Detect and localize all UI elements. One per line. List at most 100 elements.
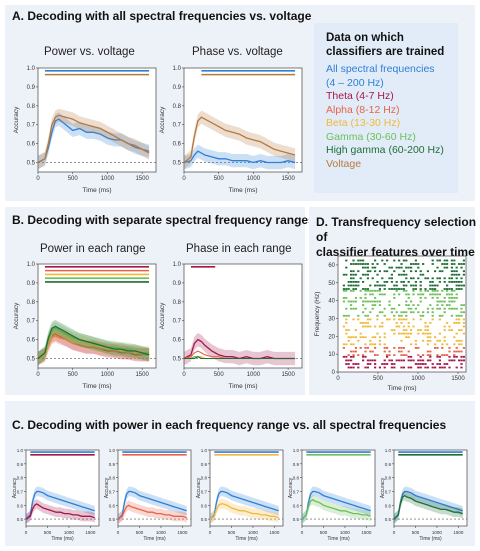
y-tick-label: 50 xyxy=(328,281,335,287)
feature-cell-high-gamma xyxy=(388,266,391,269)
feature-cell-high-gamma xyxy=(383,270,386,273)
feature-cell-gamma xyxy=(417,293,420,296)
x-tick-label: 500 xyxy=(373,376,384,382)
feature-cell-high-gamma xyxy=(381,277,384,280)
feature-cell-beta xyxy=(393,329,396,331)
feature-cell-alpha xyxy=(383,350,386,353)
feature-cell-gamma xyxy=(443,311,446,314)
feature-cell-high-gamma xyxy=(362,288,365,290)
feature-cell-gamma xyxy=(369,289,372,292)
feature-cell-gamma xyxy=(448,300,451,303)
y-tick-label: 0.7 xyxy=(27,319,36,325)
feature-cell-alpha xyxy=(455,350,458,353)
feature-cell-alpha xyxy=(455,347,458,349)
y-axis-label: Accuracy xyxy=(380,477,386,498)
y-axis-label: Accuracy xyxy=(196,477,202,498)
feature-cell-gamma xyxy=(371,293,374,296)
y-tick-label: 1.0 xyxy=(27,262,36,268)
plot-area xyxy=(183,263,303,369)
feature-cell-high-gamma xyxy=(350,284,353,287)
y-tick-label: 0.8 xyxy=(173,104,182,110)
y-tick-label: 0.7 xyxy=(173,123,182,129)
feature-cell-beta xyxy=(366,325,369,328)
feature-cell-beta xyxy=(410,329,413,331)
feature-cell-gamma xyxy=(438,307,441,310)
feature-cell-beta xyxy=(374,336,377,339)
feature-cell-theta xyxy=(366,366,369,369)
feature-cell-gamma xyxy=(446,293,449,296)
feature-cell-alpha xyxy=(414,347,417,349)
feature-cell-high-gamma xyxy=(455,281,458,283)
feature-cell-high-gamma xyxy=(443,259,446,262)
feature-cell-beta xyxy=(374,325,377,328)
feature-cell-theta xyxy=(460,366,463,369)
feature-cell-theta xyxy=(419,355,422,358)
feature-cell-alpha xyxy=(417,347,420,349)
feature-cell-alpha xyxy=(429,354,432,356)
feature-cell-gamma xyxy=(374,304,377,306)
feature-cell-gamma xyxy=(400,311,403,314)
feature-cell-high-gamma xyxy=(455,266,458,269)
feature-cell-alpha xyxy=(453,354,456,356)
feature-cell-gamma xyxy=(450,314,453,317)
y-tick-label: 0.7 xyxy=(173,319,182,325)
feature-cell-gamma xyxy=(378,311,381,314)
feature-cell-high-gamma xyxy=(390,281,393,283)
legend-item-voltage: Voltage xyxy=(326,157,362,170)
feature-cell-high-gamma xyxy=(453,273,456,276)
feature-cell-theta xyxy=(402,366,405,369)
feature-cell-theta xyxy=(354,363,357,365)
feature-cell-gamma xyxy=(383,293,386,296)
y-tick-label: 0.5 xyxy=(293,517,300,522)
feature-cell-beta xyxy=(419,329,422,331)
y-tick-label: 1.0 xyxy=(201,448,208,453)
feature-cell-theta xyxy=(426,359,429,362)
feature-cell-gamma xyxy=(450,289,453,292)
y-tick-label: 30 xyxy=(328,316,335,322)
panel-a-title: A. Decoding with all spectral frequencie… xyxy=(12,9,312,23)
feature-cell-gamma xyxy=(460,307,463,310)
x-axis-label: Time (ms) xyxy=(228,187,257,194)
chart-c-beta: 0 500 1000 1500 0.5 0.6 0.7 0.8 0.9 1.0 Time (ms) A… xyxy=(196,448,284,542)
feature-cell-high-gamma xyxy=(374,259,377,262)
y-axis-label: Accuracy xyxy=(159,106,166,133)
feature-cell-alpha xyxy=(376,354,379,356)
y-tick-label: 0.6 xyxy=(109,503,116,508)
feature-cell-high-gamma xyxy=(362,273,365,276)
feature-cell-gamma xyxy=(342,314,345,317)
feature-cell-high-gamma xyxy=(374,266,377,269)
feature-cell-high-gamma xyxy=(426,277,429,280)
plot-area xyxy=(209,449,284,527)
feature-cell-high-gamma xyxy=(434,284,437,287)
feature-cell-high-gamma xyxy=(362,281,365,283)
x-tick-label: 1000 xyxy=(101,372,115,378)
y-axis-label: Accuracy xyxy=(104,477,110,498)
feature-cell-high-gamma xyxy=(458,273,461,276)
feature-cell-gamma xyxy=(405,304,408,306)
feature-cell-high-gamma xyxy=(407,266,410,269)
feature-cell-high-gamma xyxy=(424,277,427,280)
y-axis-label: Accuracy xyxy=(288,477,294,498)
feature-cell-high-gamma xyxy=(402,281,405,283)
feature-cell-beta xyxy=(378,339,381,342)
feature-cell-theta xyxy=(438,363,441,365)
feature-cell-alpha xyxy=(422,354,425,356)
feature-cell-gamma xyxy=(364,307,367,310)
feature-cell-gamma xyxy=(398,293,401,296)
y-tick-label: 0.5 xyxy=(173,161,182,167)
y-tick-label: 0 xyxy=(332,370,336,376)
feature-cell-gamma xyxy=(374,289,377,292)
error-band-all-spectral-frequencies xyxy=(210,486,279,524)
feature-cell-beta xyxy=(424,325,427,328)
feature-cell-theta xyxy=(350,366,353,369)
feature-cell-theta xyxy=(417,359,420,362)
feature-cell-alpha xyxy=(393,354,396,356)
feature-cell-beta xyxy=(347,329,350,331)
feature-cell-high-gamma xyxy=(357,281,360,283)
feature-cell-beta xyxy=(402,325,405,328)
feature-cell-high-gamma xyxy=(446,263,449,265)
feature-cell-gamma xyxy=(395,311,398,314)
feature-cell-beta xyxy=(376,332,379,335)
feature-cell-beta xyxy=(342,343,345,346)
feature-cell-high-gamma xyxy=(446,259,449,262)
